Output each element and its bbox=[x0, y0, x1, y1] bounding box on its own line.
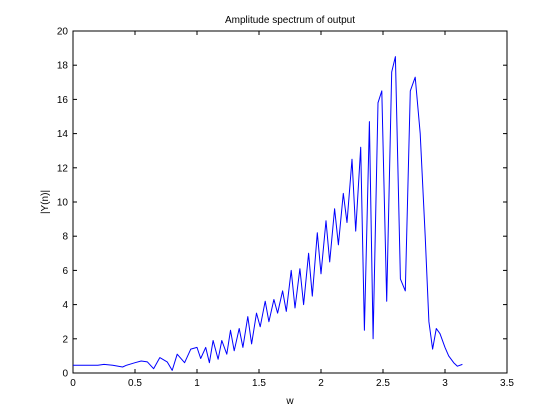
y-tick-label: 2 bbox=[62, 334, 68, 345]
x-tick-label: 0 bbox=[70, 378, 76, 389]
x-axis: 0 0.5 1 1.5 2 2.5 3 3.5 bbox=[70, 31, 514, 389]
plot-area bbox=[72, 30, 508, 374]
y-tick-label: 8 bbox=[62, 232, 68, 243]
y-axis: 0 2 4 6 8 10 12 14 16 18 20 bbox=[57, 27, 507, 380]
y-tick-label: 20 bbox=[57, 27, 69, 38]
y-tick-label: 12 bbox=[57, 163, 69, 174]
y-tick-label: 14 bbox=[57, 129, 69, 140]
y-tick-label: 18 bbox=[57, 61, 69, 72]
y-tick-label: 6 bbox=[62, 266, 68, 277]
chart-title: Amplitude spectrum of output bbox=[225, 15, 355, 26]
x-tick-label: 2 bbox=[318, 378, 324, 389]
y-tick-label: 10 bbox=[57, 198, 69, 209]
x-tick-label: 1 bbox=[194, 378, 200, 389]
y-tick-label: 0 bbox=[62, 369, 68, 380]
y-tick-label: 4 bbox=[62, 300, 68, 311]
x-tick-label: 3.5 bbox=[500, 378, 514, 389]
x-tick-label: 1.5 bbox=[252, 378, 266, 389]
y-axis-label: |Y(n)| bbox=[40, 190, 51, 214]
x-tick-label: 0.5 bbox=[128, 378, 142, 389]
x-tick-label: 3 bbox=[442, 378, 448, 389]
y-tick-label: 16 bbox=[57, 95, 69, 106]
x-axis-label: w bbox=[285, 396, 294, 407]
x-tick-label: 2.5 bbox=[376, 378, 390, 389]
series-layer bbox=[73, 56, 463, 371]
series-line bbox=[73, 56, 463, 371]
